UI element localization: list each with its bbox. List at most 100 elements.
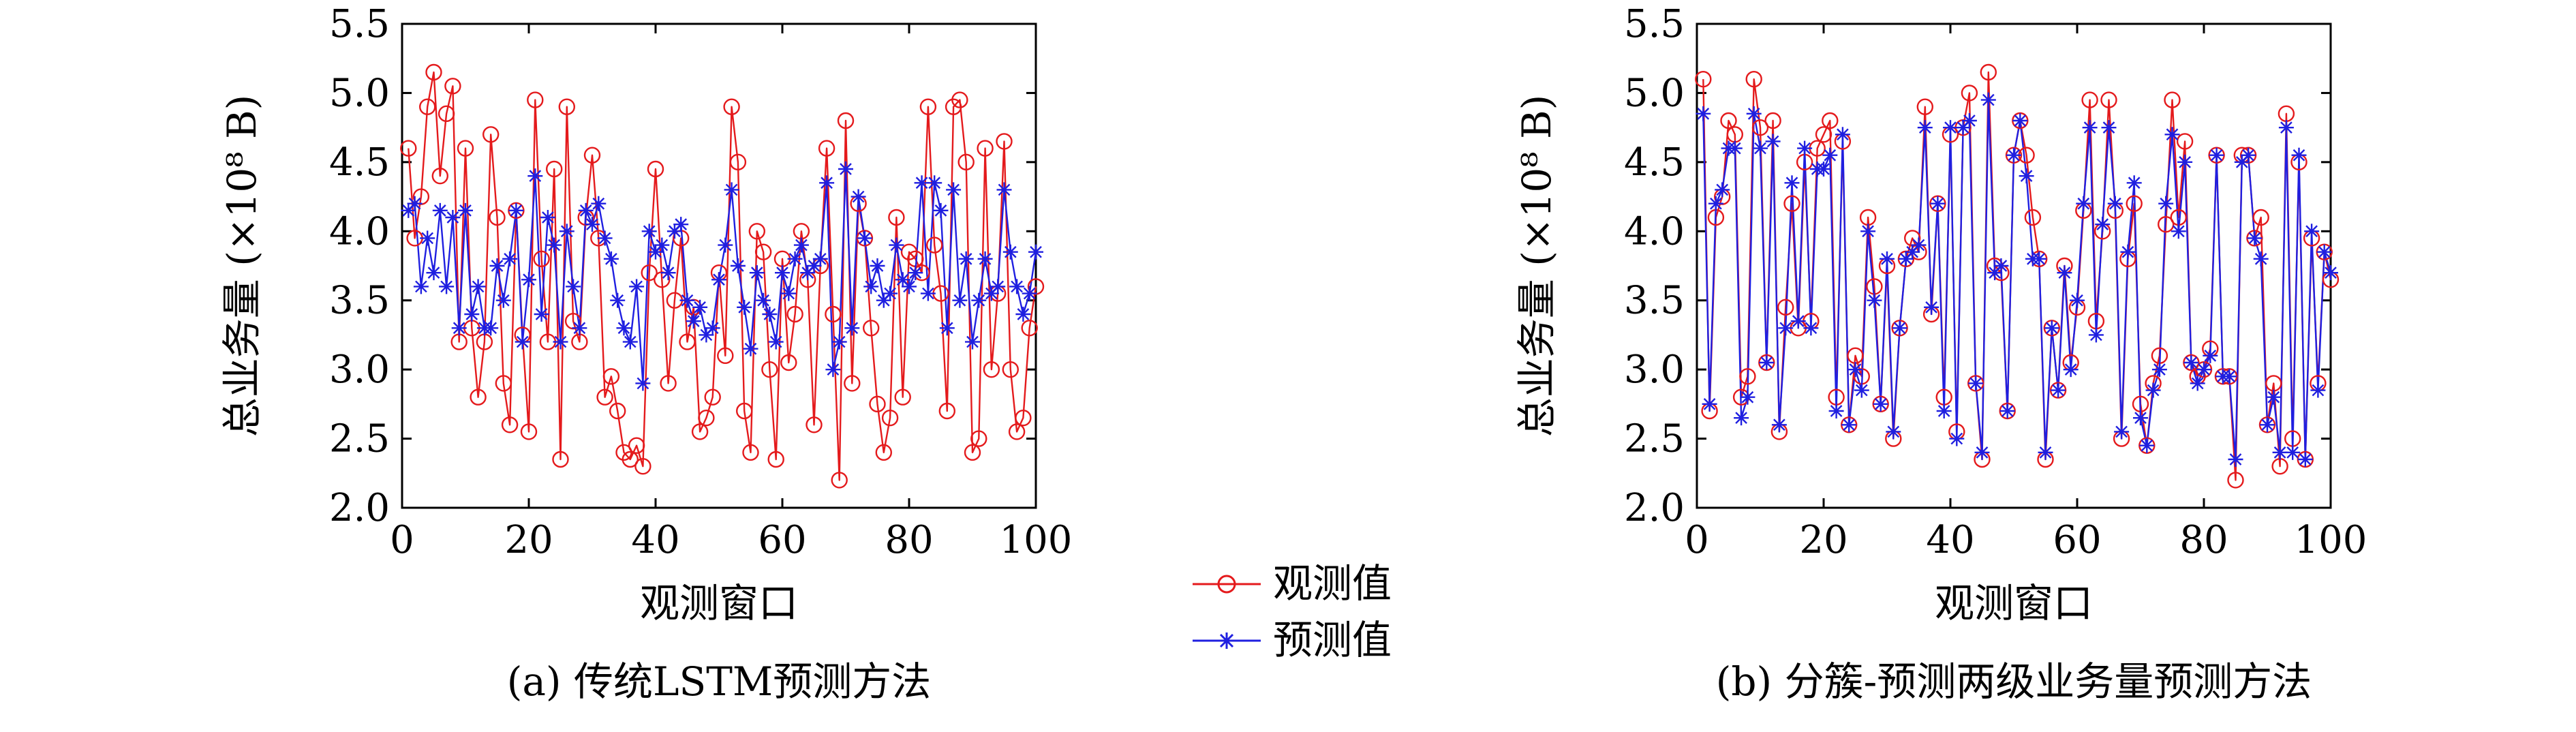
predicted-point-b [2171,224,2186,239]
predicted-point-b [2278,120,2294,136]
x-tick-label-b: 100 [2295,518,2367,562]
predicted-point-b [2101,120,2117,136]
legend-item-observed: 观测值 [1193,560,1392,607]
predicted-point-b [1867,292,1882,308]
observed-point-a [742,444,759,461]
predicted-point-a [686,314,701,329]
observed-point-a [400,140,417,157]
observed-point-b [2157,215,2175,233]
predicted-point-b [2107,196,2123,211]
predicted-point-a [806,258,822,273]
predicted-point-b [1854,382,1869,398]
predicted-point-a [553,334,568,350]
predicted-point-a [534,307,549,322]
observed-point-a [431,167,448,185]
predicted-point-a [958,251,974,266]
predicted-point-a [749,265,765,281]
y-tick-label-a: 4.0 [329,209,390,254]
observed-point-a [957,153,975,171]
observed-point-a [888,209,905,226]
predicted-point-b [2190,376,2205,391]
predicted-point-b [2139,438,2155,453]
observed-point-a [647,160,664,178]
predicted-point-b [2044,320,2059,336]
y-tick-label-a: 2.0 [329,486,390,530]
y-tick-label-b: 4.0 [1624,209,1685,254]
observed-point-a [552,451,569,468]
y-tick-label-a: 3.5 [329,279,390,323]
predicted-point-b [2266,389,2282,405]
series-markers-a [400,63,1045,489]
predicted-point-a [1002,244,1018,260]
predicted-point-a [603,251,619,266]
predicted-point-b [1708,196,1723,211]
predicted-point-b [2291,147,2307,163]
legend-predicted-label: 预测值 [1273,617,1392,663]
observed-point-a [546,160,563,178]
y-axis-label-b: 总业务量 (×10⁸ B) [1514,95,1560,437]
predicted-point-b [1999,403,2015,418]
predicted-point-a [483,320,499,336]
observed-point-a [748,223,766,240]
predicted-point-a [965,334,980,350]
y-tick-label-b: 2.5 [1624,417,1685,461]
predicted-point-a [654,237,670,253]
predicted-point-a [863,279,879,294]
observed-point-a [735,402,753,420]
predicted-point-a [743,341,758,356]
predicted-point-b [2120,244,2136,260]
predicted-point-a [629,279,645,294]
observed-point-b [1695,70,1712,88]
predicted-point-b [2285,444,2301,460]
observed-point-a [596,388,613,406]
observed-point-a [501,416,519,433]
predicted-point-a [781,286,797,301]
observed-point-a [964,444,981,461]
observed-point-b [1739,368,1756,385]
predicted-point-b [1828,403,1844,418]
predicted-point-a [489,258,505,273]
predicted-point-a [946,182,962,198]
observed-point-a [419,98,436,115]
observed-point-a [875,444,893,461]
predicted-point-b [1790,314,1806,329]
predicted-point-b [2316,244,2332,260]
predicted-point-b [1734,410,1749,426]
observed-point-a [951,91,968,108]
observed-point-a [583,147,601,164]
predicted-point-a [762,307,778,322]
predicted-point-a [407,196,423,211]
observed-point-a [679,333,696,350]
predicted-point-b [2247,230,2263,246]
predicted-point-a [857,230,872,246]
axis-ticks-a [401,22,1037,509]
predicted-point-b [1892,320,1907,336]
observed-point-a [1008,423,1026,440]
predicted-point-b [2209,147,2224,163]
predicted-point-a [458,202,473,218]
predicted-point-a [914,175,930,191]
predicted-point-b [2177,154,2193,170]
predicted-point-a [850,189,866,204]
y-tick-label-a: 5.0 [329,71,390,115]
axis-ticks-b [1696,22,2332,509]
y-tick-label-b: 3.0 [1624,348,1685,392]
series-lines-b [1702,71,2332,481]
observed-point-b [1745,70,1762,88]
tick-labels-b: 0 20 40 60 80 100 2.0 2.5 3.0 3.5 4.0 4.5 5.0 5.5 [1624,2,2367,562]
predicted-point-b [2222,369,2237,384]
predicted-point-a [591,196,607,211]
predicted-point-b [1949,431,1965,446]
observed-point-a [609,402,626,420]
predicted-point-a [660,265,676,281]
predicted-point-b [1974,444,1990,460]
y-tick-label-b: 3.5 [1624,279,1685,323]
x-tick-label-b: 0 [1685,518,1709,562]
observed-point-b [1822,112,1839,129]
predicted-point-a [527,168,543,184]
observed-point-b [1777,299,1794,316]
predicted-point-a [920,286,936,301]
predicted-point-b [1803,320,1819,336]
